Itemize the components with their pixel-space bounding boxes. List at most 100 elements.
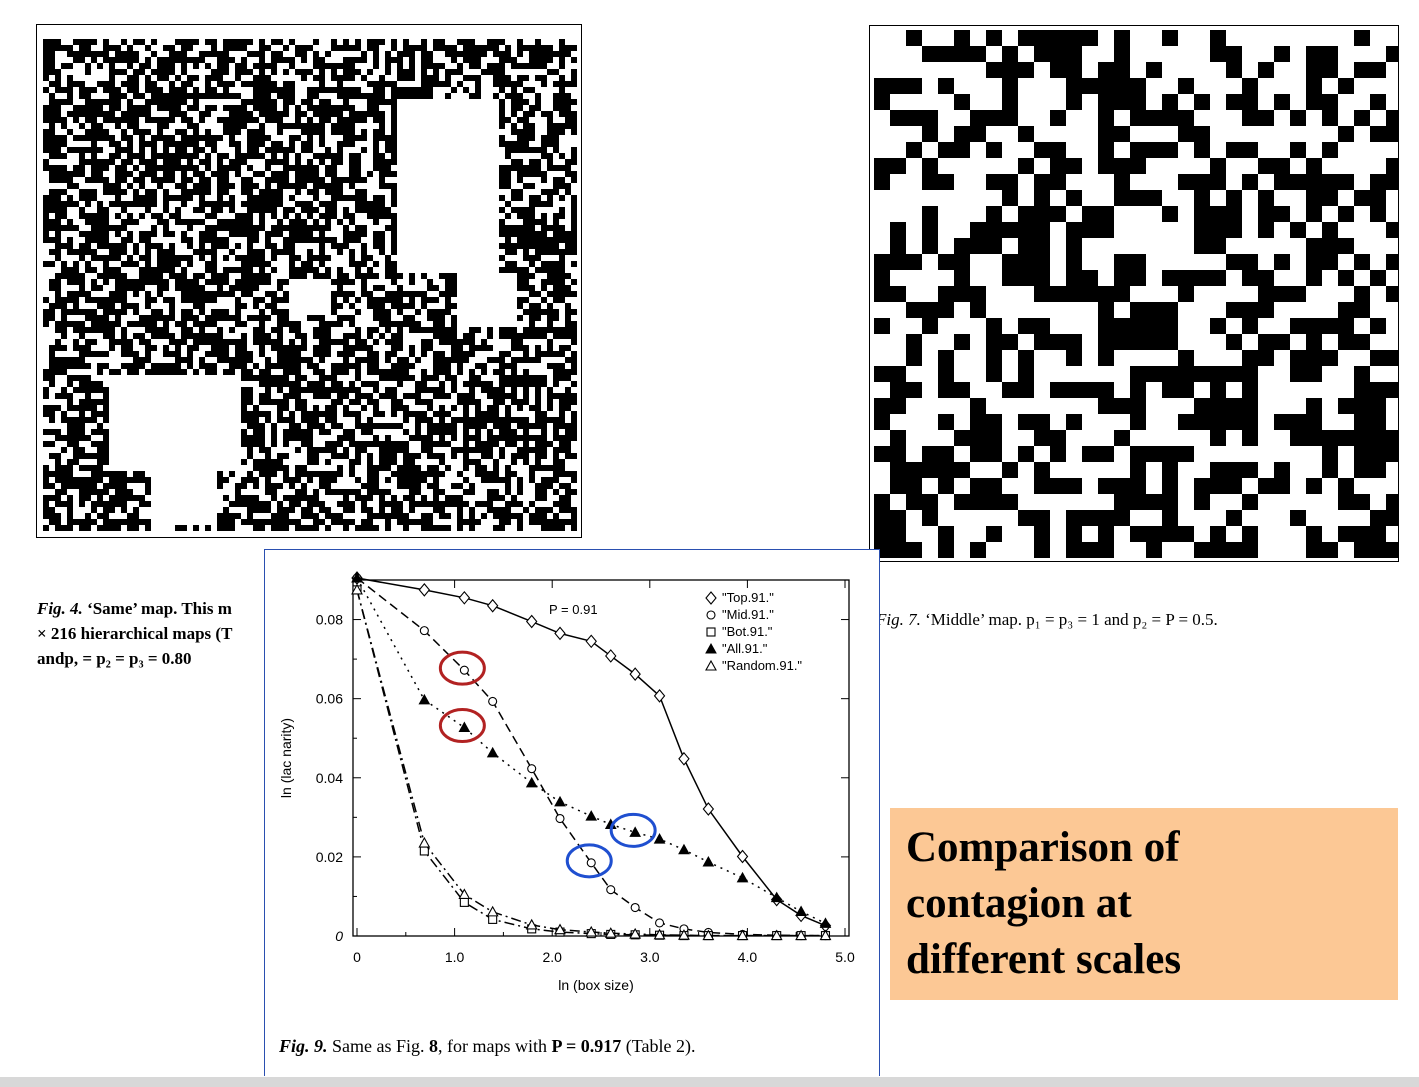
fig7-caption: Fig. 7. ‘Middle’ map. p₁ = p₃ = 1 and p₂…: [876, 607, 1218, 632]
series-0: [351, 571, 832, 933]
data-point: [770, 891, 783, 903]
legend-label: "Random.91.": [722, 658, 802, 673]
fig9-caption-text-1: Same as Fig.: [327, 1036, 430, 1056]
x-tick-label: 2.0: [542, 949, 562, 965]
fig4-caption-text-1: ‘Same’ map. This m: [82, 599, 232, 618]
series-3: [351, 571, 832, 928]
series-line: [356, 589, 826, 937]
data-point: [629, 826, 642, 837]
fig9-caption: Fig. 9. Same as Fig. 8, for maps with P …: [279, 1034, 695, 1059]
data-point: [653, 689, 666, 703]
data-point: [459, 897, 469, 907]
data-point: [527, 764, 537, 774]
fig7-map-pattern: [874, 30, 1398, 558]
legend-marker: [706, 627, 716, 637]
data-point: [458, 590, 471, 605]
fig4-caption-line1: Fig. 4. ‘Same’ map. This m: [37, 596, 277, 621]
data-point: [419, 626, 429, 636]
highlight-circle-red: [438, 650, 486, 686]
data-point: [678, 751, 690, 766]
y-tick-label: 0: [335, 928, 343, 944]
fig4-same-map: [36, 24, 582, 538]
fig9-panel: 0 1.0 2.0 3.0 4.0 5.0 0 0.02 0.04 0.06 0.08 ln (box…: [264, 549, 880, 1076]
note-line-1: Comparison of: [906, 824, 1180, 871]
data-point: [819, 917, 832, 928]
x-axis-title: ln (box size): [558, 977, 633, 993]
fig4-caption-text-3: andp, = p₂ = p₃ = 0.80: [37, 649, 192, 668]
y-tick-label: 0.08: [316, 612, 343, 628]
data-point: [586, 858, 596, 868]
data-point: [418, 583, 431, 597]
data-point: [630, 902, 640, 913]
data-point: [554, 626, 566, 641]
fig4-map-pattern: [43, 39, 577, 531]
note-line-2: contagion at: [906, 880, 1132, 927]
data-point: [585, 634, 597, 649]
data-point: [488, 914, 498, 924]
data-point: [555, 813, 565, 824]
data-point: [629, 927, 642, 939]
data-point: [702, 802, 715, 816]
data-point: [459, 665, 469, 675]
legend-label: "All.91.": [722, 641, 768, 656]
data-point: [629, 667, 641, 682]
fig9-caption-figref: 8: [429, 1036, 439, 1056]
fig9-caption-text-2: , for maps with: [438, 1036, 552, 1056]
note-line-3: different scales: [906, 936, 1182, 983]
data-point: [678, 929, 690, 940]
data-point: [486, 905, 499, 917]
data-point: [458, 721, 471, 733]
fig7-caption-label: Fig. 7.: [876, 610, 921, 629]
data-point: [702, 929, 715, 941]
data-point: [554, 795, 566, 807]
legend-label: "Top.91.": [722, 590, 774, 605]
legend-label: "Mid.91.": [722, 607, 774, 622]
comparison-note-text: Comparison of contagion at different sca…: [906, 820, 1181, 988]
legend-marker: [705, 659, 717, 671]
data-point: [525, 918, 538, 930]
data-point: [486, 598, 499, 613]
data-point: [795, 905, 807, 916]
data-point: [351, 583, 363, 595]
legend-marker: [705, 591, 717, 605]
legend-marker: [705, 642, 717, 654]
fig4-map-cells: [43, 39, 577, 531]
legend-label: "Bot.91.": [722, 624, 773, 639]
data-point: [419, 846, 429, 856]
data-point: [770, 929, 783, 941]
data-point: [458, 888, 471, 900]
data-point: [736, 871, 749, 883]
data-point: [525, 776, 538, 788]
fig9-caption-text-3: (Table 2).: [621, 1036, 696, 1056]
data-point: [525, 614, 538, 629]
data-point: [351, 571, 363, 583]
y-tick-label: 0.06: [316, 691, 343, 707]
data-point: [736, 929, 749, 941]
bottom-bar: [0, 1077, 1419, 1087]
y-axis-title: ln (lac narity): [278, 718, 294, 798]
data-point: [795, 929, 808, 941]
legend: "Top.91." "Mid.91." "Bot.91." "All.91." "Ran…: [705, 590, 802, 673]
series-4: [351, 583, 832, 941]
data-point: [486, 746, 499, 758]
data-point: [653, 928, 666, 940]
data-point: [736, 849, 749, 864]
p-annotation: P = 0.91: [549, 602, 598, 617]
lacunarity-chart: 0 1.0 2.0 3.0 4.0 5.0 0 0.02 0.04 0.06 0.08 ln (box…: [278, 571, 855, 993]
fig9-caption-pvalue: P = 0.917: [551, 1036, 622, 1056]
data-point: [585, 810, 598, 821]
fig9-caption-label: Fig. 9.: [279, 1036, 328, 1056]
y-tick-label: 0.02: [316, 849, 343, 865]
data-point: [585, 925, 598, 937]
highlight-circle-blue: [609, 812, 657, 848]
fig7-caption-text: ‘Middle’ map. p₁ = p₃ = 1 and p₂ = P = 0…: [920, 610, 1218, 629]
y-tick-label: 0.04: [316, 770, 343, 786]
x-tick-label: 0: [353, 949, 361, 965]
highlight-circle-blue: [565, 843, 613, 879]
data-point: [488, 696, 498, 706]
x-tick-label: 4.0: [738, 949, 758, 965]
data-point: [653, 833, 666, 844]
fig4-caption-line3: andp, = p₂ = p₃ = 0.80: [37, 646, 277, 671]
fig7-middle-map: [869, 25, 1399, 562]
data-point: [604, 927, 617, 938]
